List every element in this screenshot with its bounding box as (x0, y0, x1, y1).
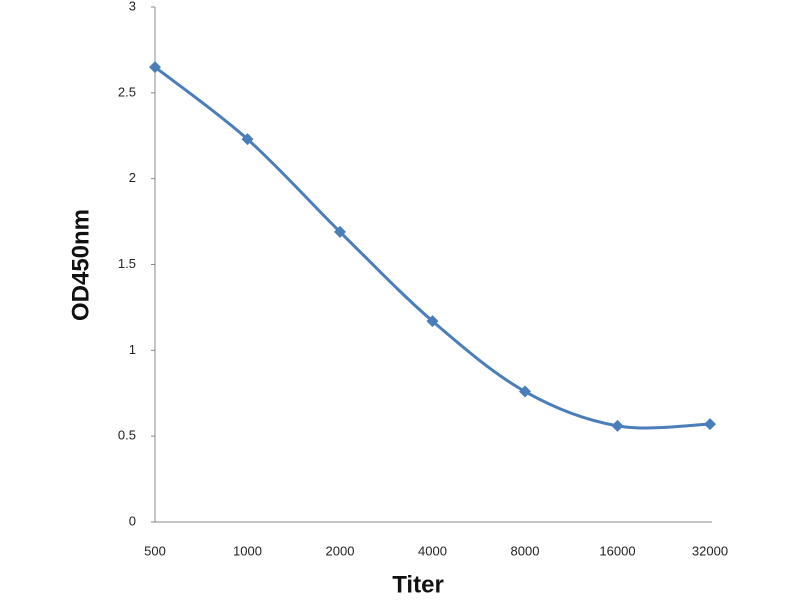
y-tick-label: 2.5 (118, 84, 136, 99)
x-tick-label: 500 (144, 543, 166, 558)
y-tick-label: 1.5 (118, 256, 136, 271)
y-axis-title: OD450nm (67, 209, 94, 321)
y-tick-label: 0.5 (118, 428, 136, 443)
marker (241, 133, 254, 146)
marker (426, 315, 439, 328)
y-tick-label: 2 (129, 170, 136, 185)
line (154, 65, 711, 430)
marker (149, 61, 161, 74)
marker (704, 418, 716, 431)
x-tick-label: 2000 (326, 543, 355, 558)
x-tick-label: 1000 (233, 543, 262, 558)
x-tick-label: 16000 (599, 543, 635, 558)
marker (334, 225, 346, 238)
x-tick-label: 8000 (511, 543, 540, 558)
x-axis-title: Titer (392, 571, 444, 598)
y-tick-label: 1 (129, 342, 136, 357)
x-tick-label: 4000 (418, 543, 447, 558)
marker (611, 419, 624, 432)
y-tick-label: 0 (129, 513, 136, 528)
x-tick-label: 32000 (692, 543, 728, 558)
y-tick-label: 3 (129, 0, 136, 13)
marker (519, 385, 531, 398)
